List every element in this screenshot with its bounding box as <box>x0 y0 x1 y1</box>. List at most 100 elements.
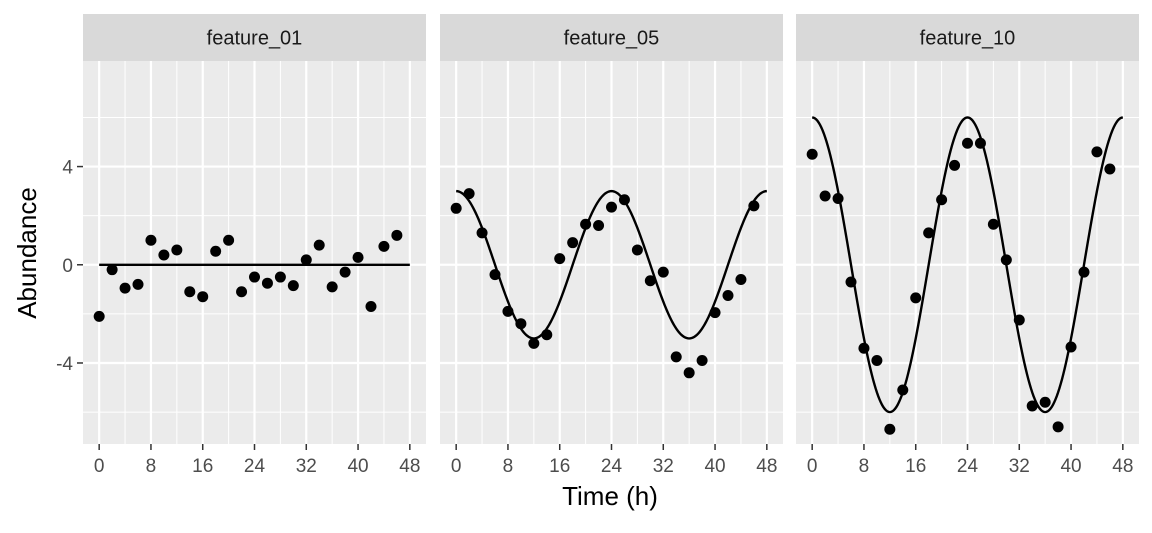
x-tick-label: 48 <box>756 456 777 477</box>
data-point <box>197 291 209 303</box>
data-point <box>339 266 351 278</box>
facet-strip-label: feature_10 <box>920 28 1016 50</box>
x-tick-label: 40 <box>1060 456 1081 477</box>
data-point <box>300 254 312 266</box>
data-point <box>631 244 643 256</box>
data-point <box>670 351 682 363</box>
data-point <box>249 271 260 283</box>
y-tick-label: 4 <box>62 158 73 179</box>
data-point <box>541 329 553 341</box>
x-tick-label: 8 <box>503 456 514 477</box>
data-point <box>987 218 999 230</box>
data-point <box>528 337 540 349</box>
facet-panel: feature_05 0 8 16 24 32 40 48 <box>440 14 783 477</box>
data-point <box>145 234 157 246</box>
data-point <box>476 227 488 239</box>
fit-curve <box>456 189 767 340</box>
x-tick-label: 24 <box>601 456 623 477</box>
data-point <box>606 201 617 213</box>
facet-strip-label: feature_01 <box>207 28 303 50</box>
x-tick-label: 40 <box>347 456 368 477</box>
x-tick-label: 24 <box>244 456 266 477</box>
data-point <box>593 219 605 231</box>
data-point <box>735 274 747 286</box>
x-tick-label: 0 <box>451 456 462 477</box>
data-point <box>1026 400 1038 412</box>
x-tick-label: 40 <box>704 456 725 477</box>
x-tick-label: 24 <box>957 456 979 477</box>
data-point <box>657 266 669 278</box>
facet-strip <box>83 14 426 61</box>
data-point <box>463 188 475 200</box>
data-point <box>644 275 656 287</box>
data-point <box>1000 254 1012 266</box>
data-point <box>515 318 527 330</box>
data-point <box>1091 146 1103 158</box>
facet-strip-label: feature_05 <box>564 28 660 50</box>
x-tick-label: 16 <box>192 456 213 477</box>
x-tick-label: 32 <box>653 456 674 477</box>
data-point <box>567 237 579 249</box>
data-point <box>806 148 818 160</box>
x-tick-label: 8 <box>146 456 157 477</box>
data-point <box>450 202 462 214</box>
x-tick-label: 8 <box>859 456 870 477</box>
x-tick-label: 0 <box>807 456 818 477</box>
data-point <box>210 245 222 257</box>
facet-strip <box>796 14 1139 61</box>
data-point <box>974 137 986 149</box>
data-point <box>1039 396 1051 408</box>
x-tick-label: 48 <box>1112 456 1133 477</box>
data-point <box>378 240 390 252</box>
data-point <box>223 234 235 246</box>
data-point <box>618 194 630 206</box>
x-tick-label: 0 <box>94 456 105 477</box>
data-point <box>261 277 273 289</box>
y-tick-label: -4 <box>56 354 73 375</box>
data-point <box>287 280 299 292</box>
data-point <box>871 355 883 367</box>
data-point <box>858 342 870 354</box>
data-point <box>391 229 403 241</box>
data-point <box>923 227 935 239</box>
data-point <box>274 271 286 283</box>
data-point <box>949 159 961 171</box>
data-point <box>845 276 857 288</box>
data-point <box>1078 266 1090 278</box>
data-point <box>1065 341 1077 353</box>
data-point <box>696 355 708 367</box>
data-point <box>365 301 377 313</box>
data-point <box>489 269 501 281</box>
data-point <box>884 423 896 435</box>
data-point <box>936 194 948 206</box>
x-tick-label: 32 <box>1009 456 1030 477</box>
data-point <box>748 200 760 212</box>
data-point <box>1104 163 1116 175</box>
x-tick-label: 48 <box>399 456 420 477</box>
data-point <box>832 192 844 204</box>
data-point <box>1013 314 1025 326</box>
data-point <box>819 190 831 202</box>
fit-curve <box>811 116 1124 414</box>
data-point <box>910 292 922 304</box>
data-point <box>352 251 364 263</box>
data-point <box>1052 421 1064 433</box>
data-point <box>683 367 695 379</box>
facet-strip <box>440 14 783 61</box>
data-point <box>158 249 170 261</box>
data-point <box>132 278 144 290</box>
data-point <box>897 384 909 396</box>
data-point <box>580 218 592 230</box>
facet-panel: feature_10 0 8 16 24 32 40 48 <box>796 14 1139 477</box>
data-point <box>171 244 183 256</box>
data-point <box>119 282 131 294</box>
data-point <box>326 281 338 293</box>
data-point <box>502 305 514 317</box>
data-point <box>313 239 325 251</box>
data-point <box>93 310 105 322</box>
data-point <box>962 137 973 149</box>
